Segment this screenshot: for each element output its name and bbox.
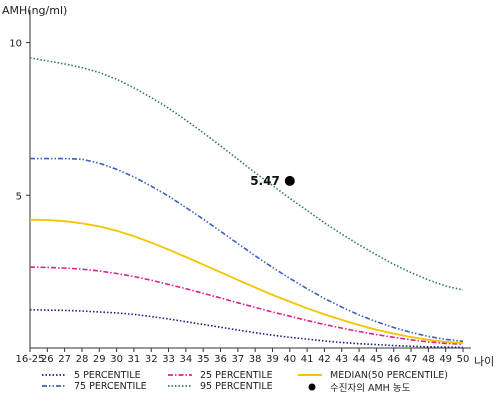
x-tick-label: 42 (318, 354, 331, 365)
axes (29, 10, 471, 349)
series-lines (29, 57, 464, 349)
x-tick-label: 27 (58, 354, 71, 365)
legend-marker-swatch (308, 383, 316, 391)
series-line-median-50-percentile (29, 218, 464, 344)
marker-point (284, 175, 295, 186)
x-tick-label: 50 (457, 354, 470, 365)
legend-marker-label: 수진자의 AMH 농도 (330, 383, 411, 394)
x-tick-label: 49 (439, 354, 452, 365)
series-line-25-percentile (29, 266, 464, 346)
x-tick-label: 35 (197, 354, 210, 365)
series-line-75-percentile (30, 157, 464, 343)
x-tick-label: 47 (405, 354, 418, 365)
legend: 5 PERCENTILE 25 PERCENTILE MEDIAN(50 PERCE… (42, 370, 448, 394)
x-tick-label: 28 (76, 354, 89, 365)
x-tick-label: 40 (283, 354, 296, 365)
x-tick-label: 38 (249, 354, 262, 365)
x-tick-label: 45 (370, 354, 383, 365)
x-tick-label: 43 (335, 354, 348, 365)
x-tick-label: 44 (353, 354, 366, 365)
y-tick-label: 10 (9, 39, 22, 50)
x-tick-label: 29 (93, 354, 106, 365)
legend-label: 25 PERCENTILE (200, 370, 273, 381)
legend-label: 95 PERCENTILE (200, 381, 273, 392)
legend-label: MEDIAN(50 PERCENTILE) (330, 370, 448, 381)
x-tick-label: 39 (266, 354, 279, 365)
patient-marker: 5.47 (250, 174, 295, 188)
x-tick-label: 30 (110, 354, 123, 365)
y-axis-title: AMH(ng/ml) (2, 4, 67, 17)
x-tick-label: 31 (128, 354, 141, 365)
x-tick-label: 36 (214, 354, 227, 365)
x-tick-label: 16-25 (15, 354, 44, 365)
legend-label: 5 PERCENTILE (74, 370, 141, 381)
x-tick-label: 32 (145, 354, 158, 365)
x-axis-title: 나이 (474, 355, 494, 368)
y-ticks: 5 10 (9, 39, 30, 202)
x-tick-label: 37 (231, 354, 244, 365)
x-tick-label: 34 (180, 354, 193, 365)
marker-value-label: 5.47 (250, 174, 280, 188)
series-line-95-percentile (29, 57, 464, 291)
y-tick-label: 5 (16, 191, 22, 202)
series-line-5-percentile (29, 309, 464, 349)
x-tick-label: 48 (422, 354, 435, 365)
legend-label: 75 PERCENTILE (74, 381, 147, 392)
x-tick-label: 33 (162, 354, 175, 365)
x-tick-label: 26 (41, 354, 54, 365)
x-tick-label: 41 (301, 354, 314, 365)
x-tick-label: 46 (387, 354, 400, 365)
